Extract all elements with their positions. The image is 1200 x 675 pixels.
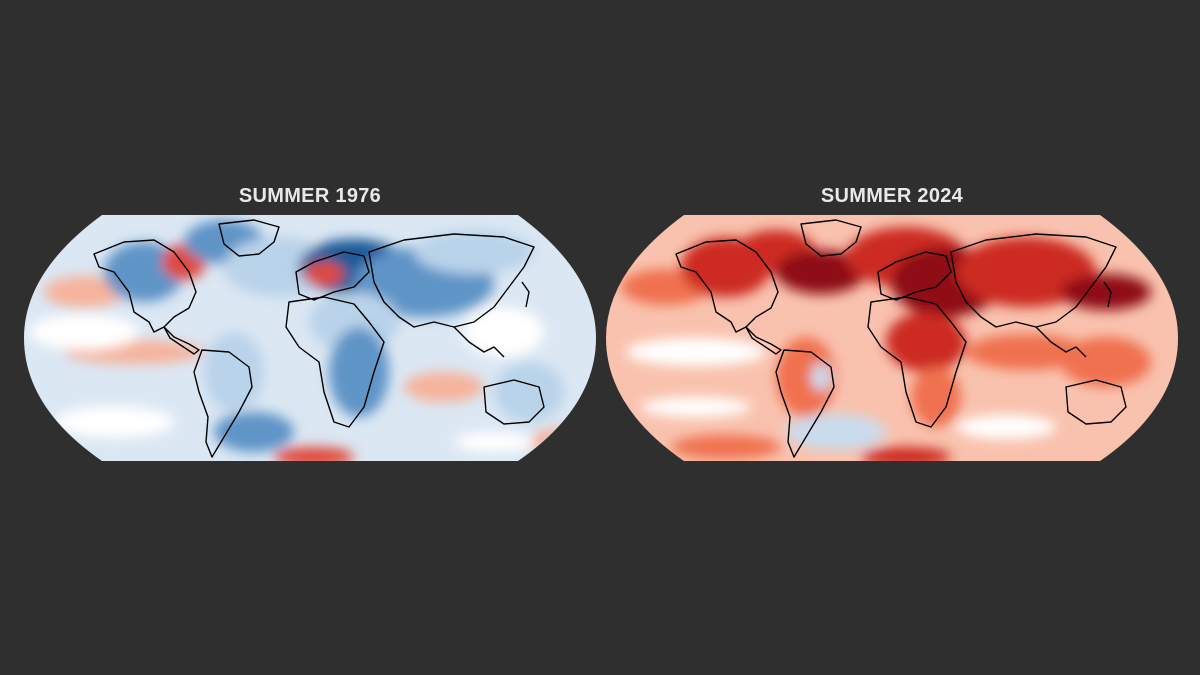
coastline-south-america [193,349,253,458]
map-panel-2024: SUMMER 2024 [606,182,1178,464]
coastline-europe [295,251,370,301]
anomaly-field-1976 [29,220,596,461]
coastline-japan [1103,281,1112,308]
coastline-australia [483,379,545,425]
coastline-greenland [218,219,280,257]
coastline-africa [867,296,967,428]
coastline-asia [368,233,535,328]
coastline-australia [1065,379,1127,425]
temperature-anomaly-map-2024 [606,215,1178,461]
coastline-japan [521,281,530,308]
coastline-central-america [163,326,200,355]
coastline-north-america [675,239,779,333]
coastline-southeast-asia [1035,326,1087,358]
coastline-north-america [93,239,197,333]
coastline-south-america [775,349,835,458]
coastline-southeast-asia [453,326,505,358]
coastline-greenland [800,219,862,257]
temperature-anomaly-map-1976 [24,215,596,461]
coastline-africa [285,296,385,428]
map-title-2024: SUMMER 2024 [820,185,964,207]
coastline-central-america [745,326,782,355]
coastlines-2024 [675,219,1127,458]
coastlines-1976 [93,219,545,458]
anomaly-field-2024 [621,227,1151,461]
coastline-asia [950,233,1117,328]
map-title-1976: SUMMER 1976 [238,185,382,207]
map-panel-1976: SUMMER 1976 [24,182,596,464]
coastline-europe [877,251,952,301]
